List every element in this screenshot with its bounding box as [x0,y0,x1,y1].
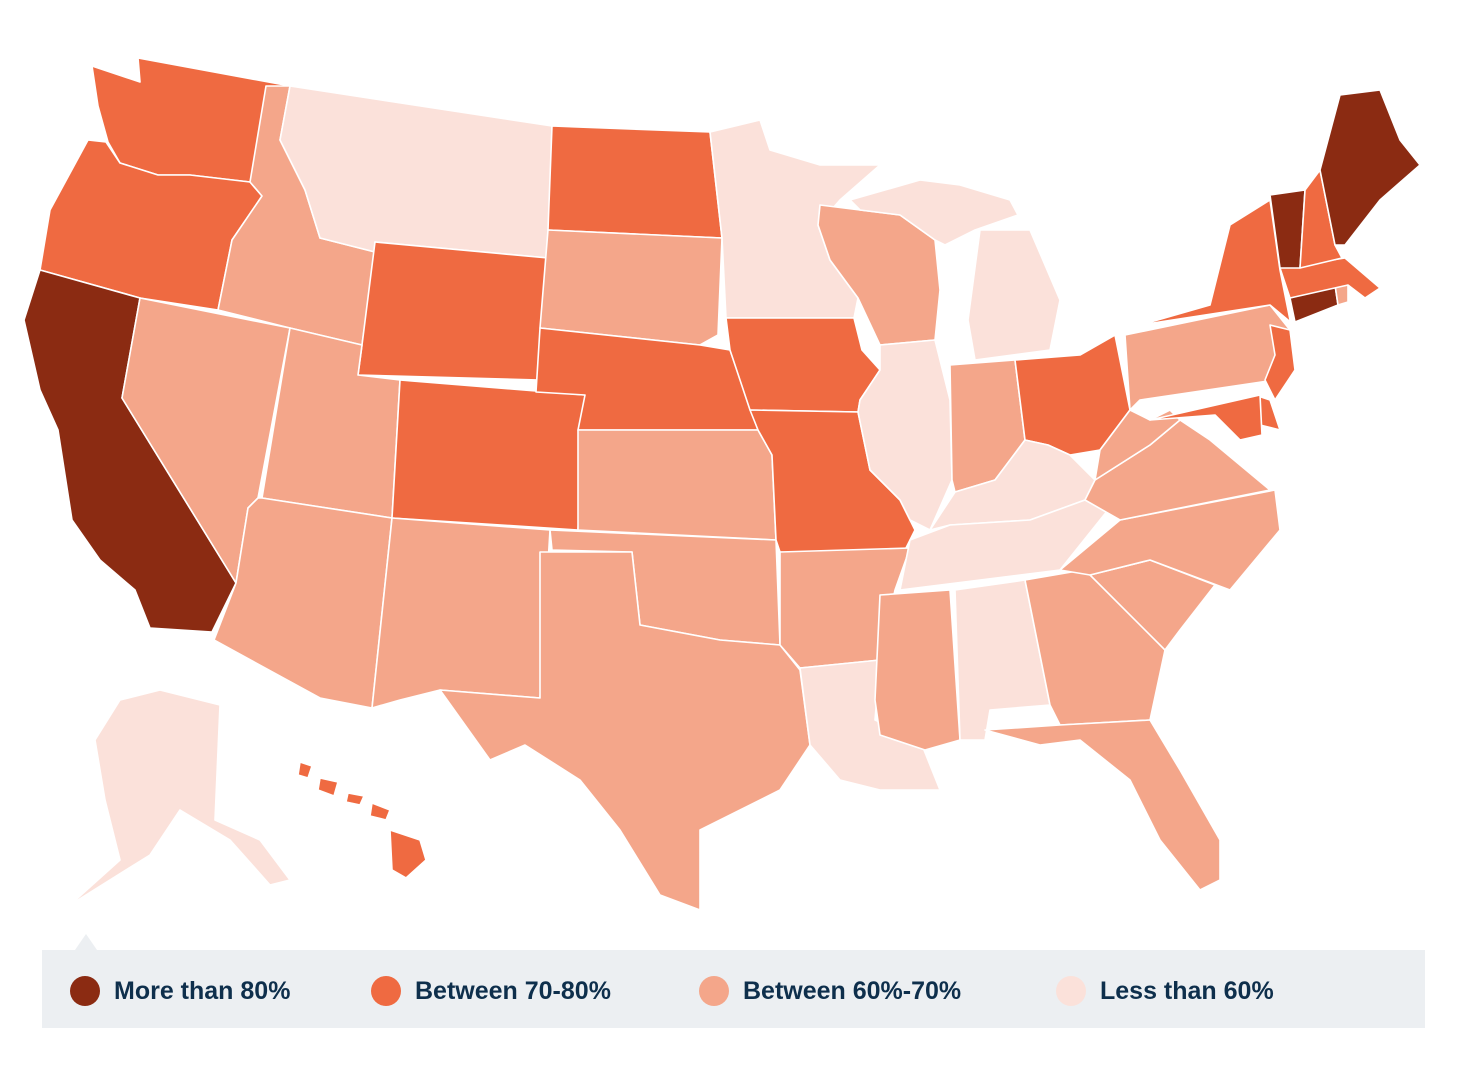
state-wy[interactable] [357,241,549,381]
legend-swatch-more-than-80 [70,976,100,1006]
state-pa[interactable] [1124,304,1291,411]
legend-label: Between 70-80% [415,977,611,1005]
state-tx[interactable] [439,551,811,911]
legend-item-70-80: Between 70-80% [371,976,611,1006]
state-ak[interactable] [69,689,291,906]
state-mi[interactable] [849,179,1061,361]
state-sd[interactable] [539,229,723,346]
state-me[interactable] [1319,89,1421,246]
state-md[interactable] [1149,394,1263,441]
legend-swatch-60-70 [699,976,729,1006]
legend-item-more-than-80: More than 80% [70,976,290,1006]
state-ia[interactable] [725,317,881,413]
state-ms[interactable] [874,589,961,751]
legend-item-less-than-60: Less than 60% [1056,976,1274,1006]
state-ks[interactable] [577,429,777,541]
legend-label: Less than 60% [1100,977,1274,1005]
legend-pointer [75,934,97,950]
state-fl[interactable] [984,719,1221,891]
state-hi[interactable] [297,761,427,879]
legend-swatch-70-80 [371,976,401,1006]
state-co[interactable] [391,379,586,531]
us-choropleth-map [23,57,1421,911]
state-il[interactable] [857,339,953,531]
state-nh[interactable] [1299,169,1343,269]
legend-label: More than 80% [114,977,291,1005]
legend-item-60-70: Between 60%-70% [699,976,961,1006]
state-nm[interactable] [371,517,551,709]
state-nd[interactable] [547,125,723,239]
state-ma[interactable] [1279,257,1381,299]
state-nj[interactable] [1264,324,1296,401]
state-mt[interactable] [279,85,553,259]
legend-label: Between 60%-70% [743,977,962,1005]
legend-swatch-less-than-60 [1056,976,1086,1006]
legend-panel: More than 80% Between 70-80% Between 60%… [42,950,1425,1028]
